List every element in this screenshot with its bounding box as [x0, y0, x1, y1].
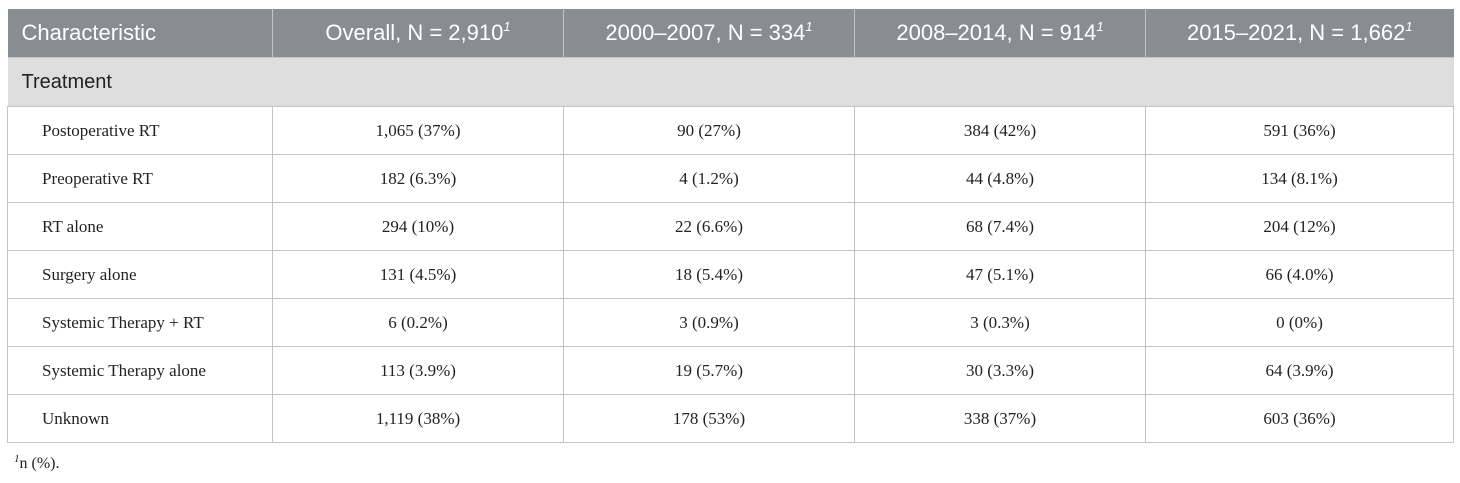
- table-row: Systemic Therapy + RT 6 (0.2%) 3 (0.9%) …: [7, 298, 1454, 347]
- cell-2015-2021: 591 (36%): [1145, 106, 1454, 155]
- footnote-marker: 1: [805, 19, 813, 34]
- header-row: Characteristic Overall, N = 2,9101 2000–…: [7, 9, 1454, 58]
- cell-2008-2014: 30 (3.3%): [854, 346, 1146, 395]
- row-label: Preoperative RT: [7, 154, 273, 203]
- section-row: Treatment: [7, 57, 1454, 107]
- table-row: Surgery alone 131 (4.5%) 18 (5.4%) 47 (5…: [7, 250, 1454, 299]
- cell-overall: 1,119 (38%): [272, 394, 564, 443]
- cell-2000-2007: 4 (1.2%): [563, 154, 855, 203]
- cell-2015-2021: 0 (0%): [1145, 298, 1454, 347]
- header-period-2008-2014: 2008–2014, N = 9141: [854, 9, 1146, 58]
- row-label: RT alone: [7, 202, 273, 251]
- cell-2000-2007: 18 (5.4%): [563, 250, 855, 299]
- table-container: Characteristic Overall, N = 2,9101 2000–…: [7, 9, 1454, 443]
- cell-2015-2021: 603 (36%): [1145, 394, 1454, 443]
- table-row: Unknown 1,119 (38%) 178 (53%) 338 (37%) …: [7, 394, 1454, 443]
- cell-overall: 182 (6.3%): [272, 154, 564, 203]
- row-label: Surgery alone: [7, 250, 273, 299]
- cell-2000-2007: 22 (6.6%): [563, 202, 855, 251]
- footnote-marker: 1: [1096, 19, 1104, 34]
- cell-2000-2007: 19 (5.7%): [563, 346, 855, 395]
- footnote-marker: 1: [503, 19, 511, 34]
- cell-overall: 294 (10%): [272, 202, 564, 251]
- cell-2008-2014: 68 (7.4%): [854, 202, 1146, 251]
- cell-overall: 6 (0.2%): [272, 298, 564, 347]
- table-footnote: 1n (%).: [14, 453, 60, 473]
- cell-2008-2014: 384 (42%): [854, 106, 1146, 155]
- cell-2008-2014: 3 (0.3%): [854, 298, 1146, 347]
- header-characteristic: Characteristic: [7, 9, 273, 58]
- table-row: Postoperative RT 1,065 (37%) 90 (27%) 38…: [7, 106, 1454, 155]
- cell-2008-2014: 47 (5.1%): [854, 250, 1146, 299]
- footnote-marker: 1: [1405, 19, 1413, 34]
- footnote-marker: 1: [14, 453, 20, 465]
- cell-2015-2021: 66 (4.0%): [1145, 250, 1454, 299]
- cell-2008-2014: 44 (4.8%): [854, 154, 1146, 203]
- header-period-2000-2007: 2000–2007, N = 3341: [563, 9, 855, 58]
- footnote-text: n (%).: [19, 455, 60, 472]
- cell-2008-2014: 338 (37%): [854, 394, 1146, 443]
- cell-2015-2021: 64 (3.9%): [1145, 346, 1454, 395]
- row-label: Postoperative RT: [7, 106, 273, 155]
- row-label: Systemic Therapy alone: [7, 346, 273, 395]
- cell-2015-2021: 134 (8.1%): [1145, 154, 1454, 203]
- table-row: Preoperative RT 182 (6.3%) 4 (1.2%) 44 (…: [7, 154, 1454, 203]
- cell-overall: 113 (3.9%): [272, 346, 564, 395]
- row-label: Unknown: [7, 394, 273, 443]
- table-row: Systemic Therapy alone 113 (3.9%) 19 (5.…: [7, 346, 1454, 395]
- header-period-2015-2021: 2015–2021, N = 1,6621: [1145, 9, 1454, 58]
- cell-overall: 1,065 (37%): [272, 106, 564, 155]
- header-overall: Overall, N = 2,9101: [272, 9, 564, 58]
- cell-2000-2007: 178 (53%): [563, 394, 855, 443]
- characteristics-table: Characteristic Overall, N = 2,9101 2000–…: [7, 9, 1454, 443]
- section-title: Treatment: [7, 57, 1454, 107]
- cell-2000-2007: 3 (0.9%): [563, 298, 855, 347]
- cell-overall: 131 (4.5%): [272, 250, 564, 299]
- table-row: RT alone 294 (10%) 22 (6.6%) 68 (7.4%) 2…: [7, 202, 1454, 251]
- cell-2000-2007: 90 (27%): [563, 106, 855, 155]
- cell-2015-2021: 204 (12%): [1145, 202, 1454, 251]
- row-label: Systemic Therapy + RT: [7, 298, 273, 347]
